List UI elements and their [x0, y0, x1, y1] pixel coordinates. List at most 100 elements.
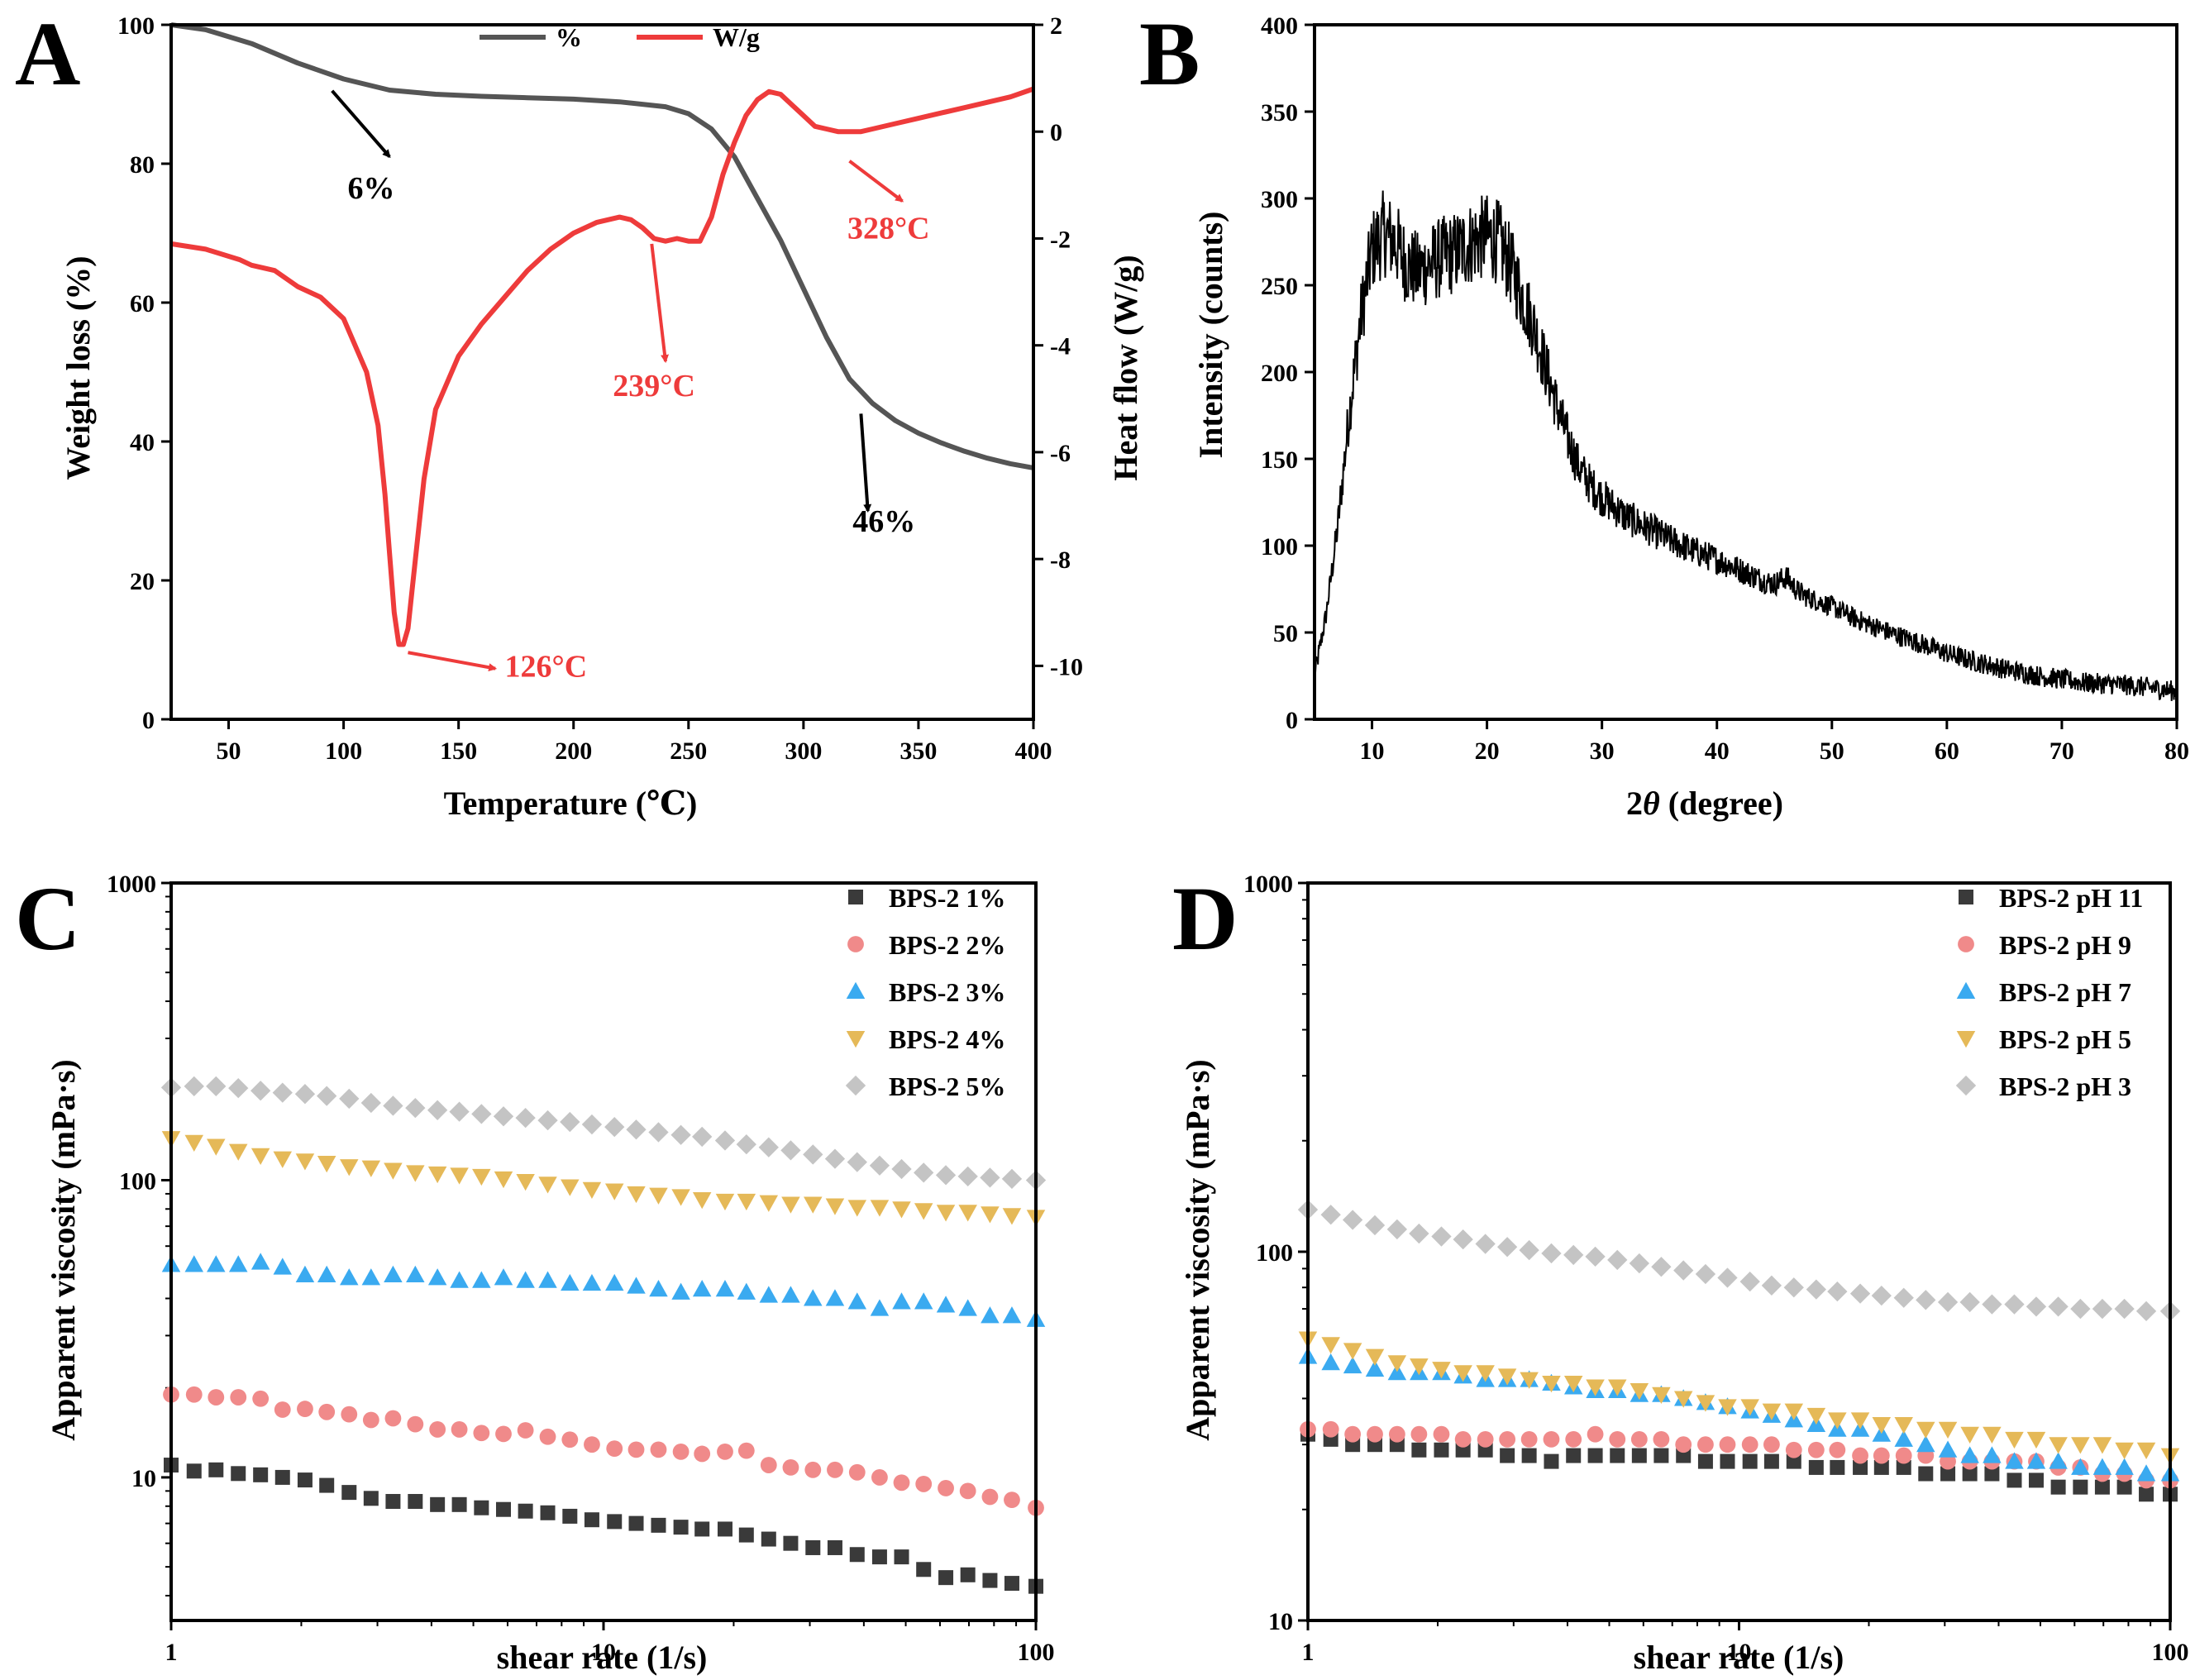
- chart-a-annotation-arrow: [859, 413, 872, 513]
- chart-d-point: [1631, 1448, 1647, 1463]
- chart-d-point: [1895, 1447, 1912, 1464]
- chart-d-point: [1520, 1372, 1539, 1389]
- chart-d-point: [1853, 1459, 1868, 1475]
- chart-d-point: [2070, 1298, 2091, 1320]
- chart-d-point: [1982, 1294, 2002, 1315]
- chart-d-point: [1322, 1420, 1339, 1438]
- chart-d-plot-frame: [1306, 881, 2172, 1622]
- chart-c-point: [938, 1570, 954, 1586]
- chart-d-point: [1675, 1436, 1692, 1453]
- chart-d-point: [1827, 1281, 1848, 1302]
- chart-c-point: [273, 1151, 293, 1168]
- chart-c-point: [274, 1401, 291, 1418]
- chart-d-legend-marker: [1955, 1075, 1977, 1096]
- chart-c-point: [427, 1166, 447, 1184]
- chart-a-annotation-arrow: [848, 160, 904, 203]
- chart-d-point: [2026, 1452, 2046, 1469]
- chart-c-point: [804, 1289, 823, 1306]
- chart-d-point: [1607, 1249, 1628, 1271]
- chart-b-x-tick-label: 40: [1705, 737, 1730, 765]
- chart-c-point: [871, 1549, 887, 1565]
- chart-c-point: [737, 1193, 756, 1211]
- chart-d-legend-marker: [1959, 890, 1973, 904]
- chart-c-point: [958, 1205, 977, 1222]
- chart-d-point: [1608, 1379, 1627, 1396]
- chart-a-legend: % W/g: [480, 22, 760, 52]
- chart-c-point: [230, 1389, 247, 1406]
- chart-c-point: [406, 1265, 425, 1283]
- chart-b-x-tick-label: 60: [1935, 737, 1959, 765]
- chart-a-y-axis-label: Weight loss (%): [60, 255, 97, 480]
- chart-d-point: [2028, 1472, 2044, 1488]
- chart-c-point: [516, 1174, 535, 1191]
- chart-d-point: [1873, 1447, 1890, 1464]
- chart-c-point: [405, 1097, 426, 1119]
- chart-c-point: [319, 1477, 335, 1493]
- chart-a-x-tick-label: 50: [217, 737, 241, 765]
- chart-c-point: [694, 1521, 710, 1537]
- chart-c-point: [670, 1124, 691, 1145]
- chart-c-legend-label: BPS-2 4%: [889, 1024, 1005, 1054]
- chart-c-point: [538, 1176, 557, 1194]
- chart-a-legend-label-heat: W/g: [713, 22, 760, 52]
- chart-c-point: [562, 1508, 578, 1524]
- chart-c-point: [184, 1255, 204, 1272]
- chart-d-legend-label: BPS-2 pH 3: [1999, 1071, 2131, 1101]
- chart-d-point: [1586, 1379, 1605, 1396]
- chart-d-legend: BPS-2 pH 11 BPS-2 pH 9 BPS-2 pH 7 BPS-2 pH …: [1955, 883, 2143, 1101]
- chart-a-y-tick-label: 0: [142, 707, 155, 734]
- chart-d-point: [1894, 1416, 1913, 1434]
- chart-c-point: [450, 1167, 469, 1185]
- chart-c-point: [649, 1187, 668, 1205]
- chart-a-x-tick-label: 250: [670, 737, 707, 765]
- chart-d-point: [2115, 1458, 2134, 1475]
- chart-a-y2-tick-label: -4: [1050, 333, 1071, 360]
- chart-c-point: [472, 1168, 491, 1186]
- chart-c-point: [493, 1106, 514, 1127]
- chart-d-point: [1541, 1243, 1562, 1264]
- chart-c-point: [627, 1277, 646, 1294]
- chart-a-y2-tick-label: -2: [1050, 226, 1071, 253]
- chart-d-point: [1697, 1453, 1713, 1469]
- chart-c-point: [606, 1440, 623, 1457]
- chart-d-point: [1410, 1358, 1429, 1376]
- chart-d-point: [2071, 1437, 2090, 1454]
- chart-d-point: [1739, 1271, 1760, 1292]
- chart-c-point: [981, 1306, 1000, 1324]
- chart-b-y-tick-label: 350: [1261, 99, 1298, 126]
- chart-c-point: [847, 1200, 867, 1217]
- chart-c-point: [584, 1436, 600, 1453]
- chart-c-point: [385, 1494, 401, 1510]
- panel-letter-d: D: [1172, 868, 1238, 969]
- chart-d-point: [1566, 1448, 1582, 1463]
- chart-c-point: [384, 1265, 403, 1283]
- chart-d-point: [1321, 1353, 1340, 1371]
- chart-c-point: [982, 1573, 998, 1588]
- chart-c-series-4: [161, 1131, 1046, 1227]
- chart-d-viscosity-ph: 1 10 100 10 100 1000 shear rate (1/s) Apparen…: [1179, 871, 2189, 1676]
- chart-c-point: [848, 1463, 866, 1481]
- chart-d-point: [1983, 1426, 2002, 1444]
- chart-c-point: [780, 1140, 801, 1161]
- chart-c-point: [958, 1299, 977, 1316]
- chart-c-point: [339, 1088, 360, 1110]
- chart-d-point: [2049, 1452, 2068, 1469]
- chart-d-point: [1808, 1459, 1824, 1475]
- chart-b-y-tick-label: 0: [1286, 707, 1298, 734]
- chart-c-point: [759, 1286, 779, 1303]
- chart-c-point: [561, 1273, 580, 1291]
- chart-c-point: [207, 1255, 226, 1272]
- chart-d-x-tick-label: 1: [1302, 1639, 1315, 1666]
- chart-c-point: [761, 1531, 776, 1547]
- chart-d-point: [1609, 1430, 1626, 1448]
- chart-c-point: [671, 1282, 690, 1300]
- chart-c-point: [537, 1110, 558, 1131]
- chart-d-point: [1849, 1283, 1871, 1304]
- chart-d-point: [1695, 1263, 1716, 1285]
- chart-c-point: [184, 1076, 204, 1097]
- chart-d-point: [1829, 1441, 1846, 1458]
- chart-c-point: [936, 1296, 956, 1313]
- chart-d-point: [1852, 1447, 1868, 1464]
- chart-d-point: [1431, 1226, 1452, 1247]
